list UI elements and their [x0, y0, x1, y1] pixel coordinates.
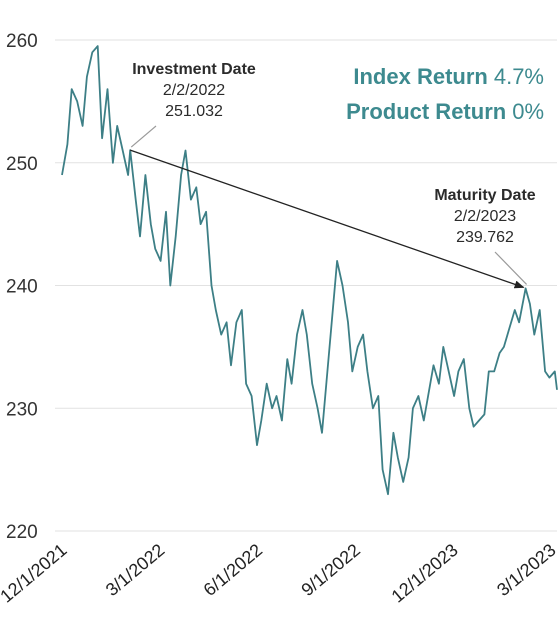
index-return-value: 4.7%: [494, 64, 544, 89]
maturity-annotation-title: Maturity Date: [434, 187, 535, 204]
y-tick-label-260: 260: [6, 31, 38, 52]
product-return-value: 0%: [512, 99, 544, 124]
maturity-leader-line: [494, 251, 528, 285]
y-tick-label-250: 250: [6, 154, 38, 175]
y-tick-label-240: 240: [6, 277, 38, 298]
maturity-annotation-date: 2/2/2023: [454, 208, 516, 225]
investment-annotation-date: 2/2/2022: [163, 82, 225, 99]
y-tick-label-230: 230: [6, 399, 38, 420]
returns-box: Index Return 4.7% Product Return 0%: [346, 64, 544, 124]
investment-annotation-value: 251.032: [165, 103, 223, 120]
arrow-layer: [130, 125, 528, 289]
index-return-label: Index Return: [353, 64, 487, 89]
gridlines: [55, 39, 557, 532]
product-return-label: Product Return: [346, 99, 506, 124]
investment-annotation-title: Investment Date: [132, 61, 256, 78]
index-return-text: Index Return 4.7%: [353, 64, 544, 89]
x-axis-labels: 12/1/2021 3/1/2022 6/1/2022 9/1/2022 12/1/20…: [0, 540, 559, 607]
investment-to-maturity-arrow: [130, 149, 525, 289]
investment-leader-line: [130, 125, 157, 148]
x-tick-label: 3/1/2023: [493, 540, 559, 600]
x-tick-label: 3/1/2022: [102, 540, 169, 600]
x-tick-label: 9/1/2022: [297, 540, 364, 600]
annotations: Investment Date 2/2/2022 251.032 Maturit…: [132, 61, 536, 246]
product-return-text: Product Return 0%: [346, 99, 544, 124]
series-layer: [61, 45, 558, 496]
y-axis-labels: 220 230 240 250 260: [6, 31, 38, 543]
maturity-annotation-value: 239.762: [456, 229, 514, 246]
x-tick-label: 6/1/2022: [200, 540, 267, 600]
series-line: [61, 45, 558, 496]
x-tick-label: 12/1/2021: [0, 540, 71, 607]
x-tick-label: 12/1/2023: [388, 540, 462, 607]
y-tick-label-220: 220: [6, 522, 38, 543]
